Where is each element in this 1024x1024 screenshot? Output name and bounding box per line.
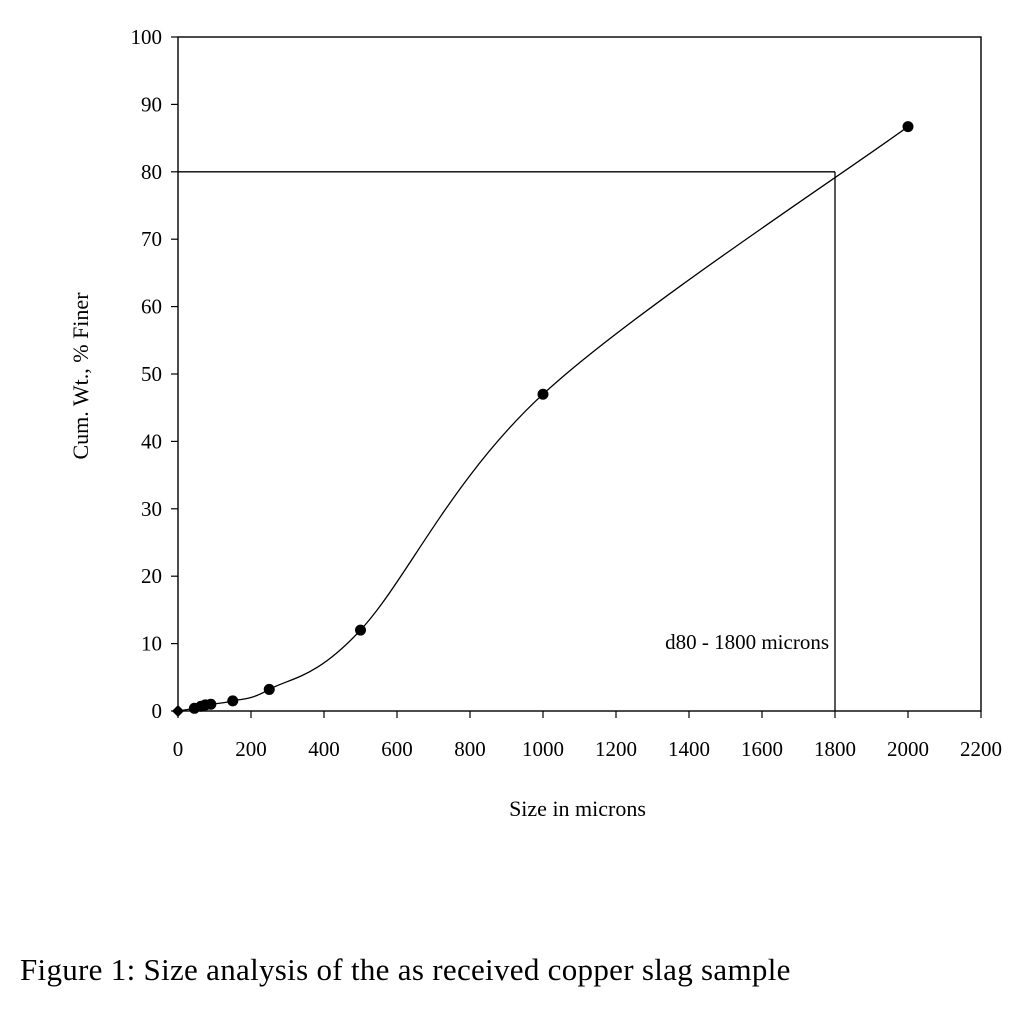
size-distribution-curve xyxy=(177,126,909,712)
y-tick-label: 10 xyxy=(141,632,162,656)
x-tick-label: 0 xyxy=(173,737,184,761)
x-tick-label: 2000 xyxy=(887,737,929,761)
plot-area-frame xyxy=(177,36,982,712)
x-tick-label: 1400 xyxy=(668,737,710,761)
y-tick-label: 50 xyxy=(141,362,162,386)
data-point xyxy=(537,388,549,400)
x-tick-label: 2200 xyxy=(960,737,1002,761)
d80-annotation: d80 - 1800 microns xyxy=(665,630,829,654)
x-axis-label: Size in microns xyxy=(509,796,646,821)
y-tick-label: 60 xyxy=(141,295,162,319)
figure-caption: Figure 1: Size analysis of the as receiv… xyxy=(20,952,791,987)
y-tick-label: 100 xyxy=(131,25,163,49)
data-point xyxy=(355,624,366,636)
x-tick-label: 400 xyxy=(308,737,340,761)
y-tick-label: 80 xyxy=(141,160,162,184)
y-tick-label: 40 xyxy=(141,429,162,453)
y-tick-label: 30 xyxy=(141,497,162,521)
data-point xyxy=(902,121,914,133)
d80-reference-lines xyxy=(178,171,836,711)
data-point xyxy=(263,683,275,695)
x-tick-label: 1800 xyxy=(814,737,856,761)
x-tick-label: 1000 xyxy=(522,737,564,761)
x-tick-label: 600 xyxy=(381,737,413,761)
y-tick-label: 0 xyxy=(152,699,163,723)
x-axis-ticks: 0 200 400 600 800 1000 1200 1400 1600 1800 2000 220… xyxy=(173,711,1002,761)
y-tick-label: 20 xyxy=(141,564,162,588)
y-tick-label: 70 xyxy=(141,227,162,251)
x-tick-label: 1600 xyxy=(741,737,783,761)
x-tick-label: 800 xyxy=(454,737,486,761)
x-tick-label: 1200 xyxy=(595,737,637,761)
y-axis-label: Cum. Wt., % Finer xyxy=(68,292,93,460)
y-tick-label: 90 xyxy=(141,92,162,116)
data-points xyxy=(172,121,914,717)
data-point xyxy=(227,695,239,707)
x-tick-label: 200 xyxy=(235,737,267,761)
data-point xyxy=(205,698,217,710)
y-axis-ticks: 0 10 20 30 40 50 60 70 80 90 100 xyxy=(131,25,178,723)
